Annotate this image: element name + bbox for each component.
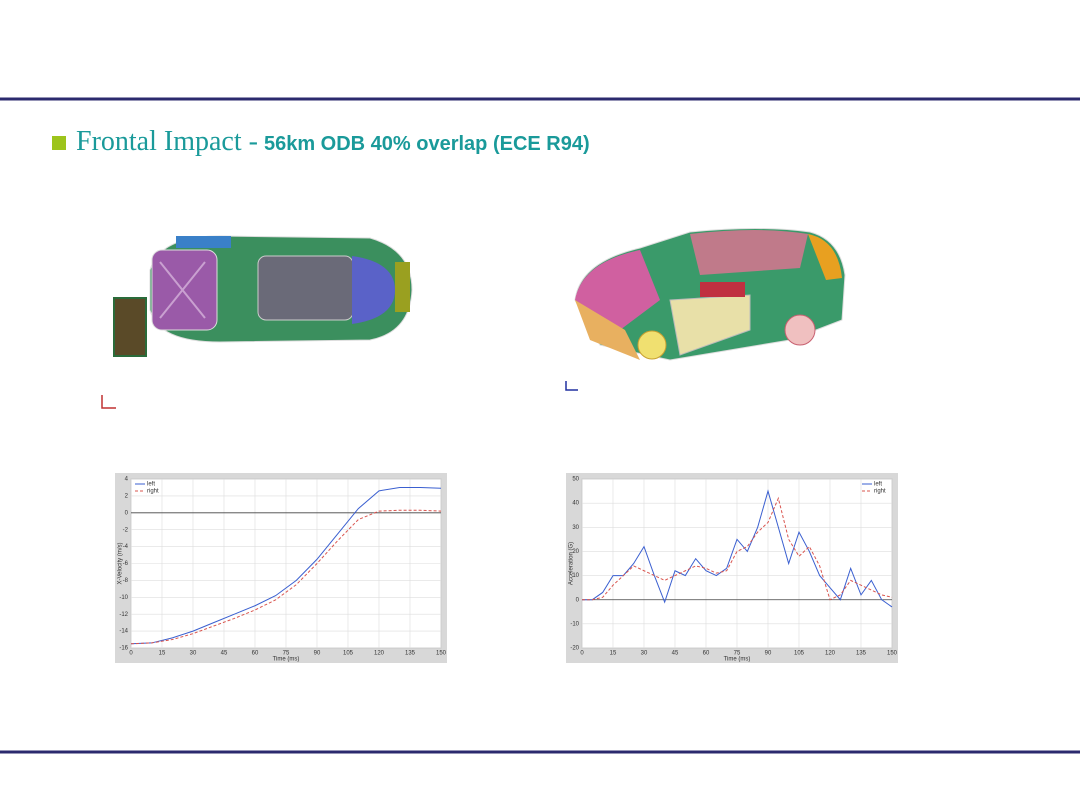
y-tick-label: -10 bbox=[570, 621, 579, 627]
x-tick-label: 150 bbox=[887, 651, 898, 657]
y-tick-label: -12 bbox=[119, 612, 128, 618]
chart: -16 -14 -12 -10 -8 -6 -4 -2 0 2 4 0 15 30 45 60 75 90 105 1… bbox=[115, 473, 447, 663]
x-tick-label: 120 bbox=[374, 651, 385, 657]
y-axis-label: Acceleration (G) bbox=[569, 542, 575, 585]
y-tick-label: -20 bbox=[570, 646, 579, 652]
x-tick-label: 120 bbox=[825, 651, 836, 657]
y-tick-label: 30 bbox=[572, 525, 579, 531]
x-tick-label: 90 bbox=[765, 651, 772, 657]
y-tick-label: -2 bbox=[123, 527, 129, 533]
legend-label: left bbox=[147, 482, 155, 488]
x-tick-label: 60 bbox=[252, 651, 259, 657]
x-tick-label: 0 bbox=[129, 651, 133, 657]
data-line bbox=[130, 509, 442, 645]
x-tick-label: 90 bbox=[314, 651, 321, 657]
y-tick-label: 10 bbox=[572, 573, 579, 579]
x-tick-label: 105 bbox=[794, 651, 805, 657]
data-line bbox=[130, 486, 442, 645]
y-tick-label: 50 bbox=[572, 477, 579, 483]
y-tick-label: 20 bbox=[572, 549, 579, 555]
x-tick-label: 135 bbox=[405, 651, 416, 657]
y-tick-label: -8 bbox=[123, 578, 129, 584]
x-tick-label: 0 bbox=[580, 651, 584, 657]
x-tick-label: 75 bbox=[734, 651, 741, 657]
y-tick-label: -4 bbox=[123, 544, 129, 550]
car-perspective-view bbox=[574, 228, 846, 361]
y-tick-label: -14 bbox=[119, 629, 128, 635]
data-line bbox=[582, 489, 893, 608]
y-tick-label: 40 bbox=[572, 501, 579, 507]
y-tick-label: -10 bbox=[119, 595, 128, 601]
legend-label: left bbox=[874, 482, 882, 488]
y-axis-label: X-Velocity (m/s) bbox=[118, 542, 124, 584]
x-tick-label: 75 bbox=[283, 651, 290, 657]
x-tick-label: 135 bbox=[856, 651, 867, 657]
chart: -20 -10 0 10 20 30 40 50 0 15 30 45 60 75 90 105 120 135 1… bbox=[566, 473, 898, 663]
y-tick-label: 0 bbox=[125, 510, 129, 516]
y-tick-label: 0 bbox=[576, 597, 580, 603]
x-tick-label: 60 bbox=[703, 651, 710, 657]
x-tick-label: 45 bbox=[672, 651, 679, 657]
car-top-view bbox=[113, 235, 413, 357]
bullet bbox=[52, 136, 66, 150]
x-tick-label: 105 bbox=[343, 651, 354, 657]
title-detail: 56km ODB 40% overlap (ECE R94) bbox=[264, 133, 590, 155]
data-line bbox=[582, 496, 893, 601]
x-axis-label: Time (ms) bbox=[724, 657, 751, 663]
x-tick-label: 150 bbox=[436, 651, 447, 657]
legend-label: right bbox=[147, 489, 159, 495]
axis-triad bbox=[565, 381, 578, 391]
y-tick-label: -16 bbox=[119, 646, 128, 652]
axis-triad bbox=[101, 395, 116, 409]
legend-label: right bbox=[874, 489, 886, 495]
x-tick-label: 30 bbox=[641, 651, 648, 657]
y-tick-label: -6 bbox=[123, 561, 129, 567]
x-tick-label: 30 bbox=[190, 651, 197, 657]
x-axis-label: Time (ms) bbox=[273, 657, 300, 663]
y-tick-label: 2 bbox=[125, 493, 129, 499]
y-tick-label: 4 bbox=[125, 477, 129, 483]
x-tick-label: 15 bbox=[159, 651, 166, 657]
x-tick-label: 15 bbox=[610, 651, 617, 657]
x-tick-label: 45 bbox=[221, 651, 228, 657]
title-prefix: Frontal Impact - bbox=[76, 126, 258, 157]
